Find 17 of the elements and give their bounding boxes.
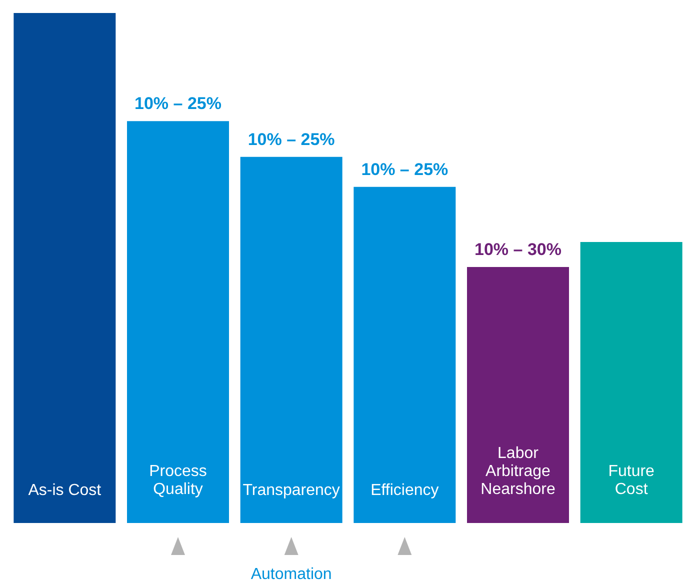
x-tick-label: Transparency [242, 482, 340, 499]
annotation: 10% – 25% [134, 94, 222, 114]
x-tick-label: Process Quality [149, 463, 207, 498]
x-tick-label: Efficiency [370, 482, 439, 499]
bar [467, 266, 569, 523]
x-tick-label: Future Cost [608, 463, 655, 498]
bar [14, 13, 116, 523]
annotation: 10% – 30% [474, 240, 562, 259]
bar [127, 121, 229, 523]
annotation: 10% – 25% [361, 160, 448, 179]
x-tick-label: As-is Cost [28, 482, 102, 499]
bar [240, 156, 342, 523]
bar [354, 186, 456, 523]
bar [580, 242, 682, 523]
annotation: 10% – 25% [248, 130, 335, 149]
text: Automation [250, 566, 332, 583]
x-tick-label: Labor Arbitrage Nearshore [480, 445, 556, 498]
